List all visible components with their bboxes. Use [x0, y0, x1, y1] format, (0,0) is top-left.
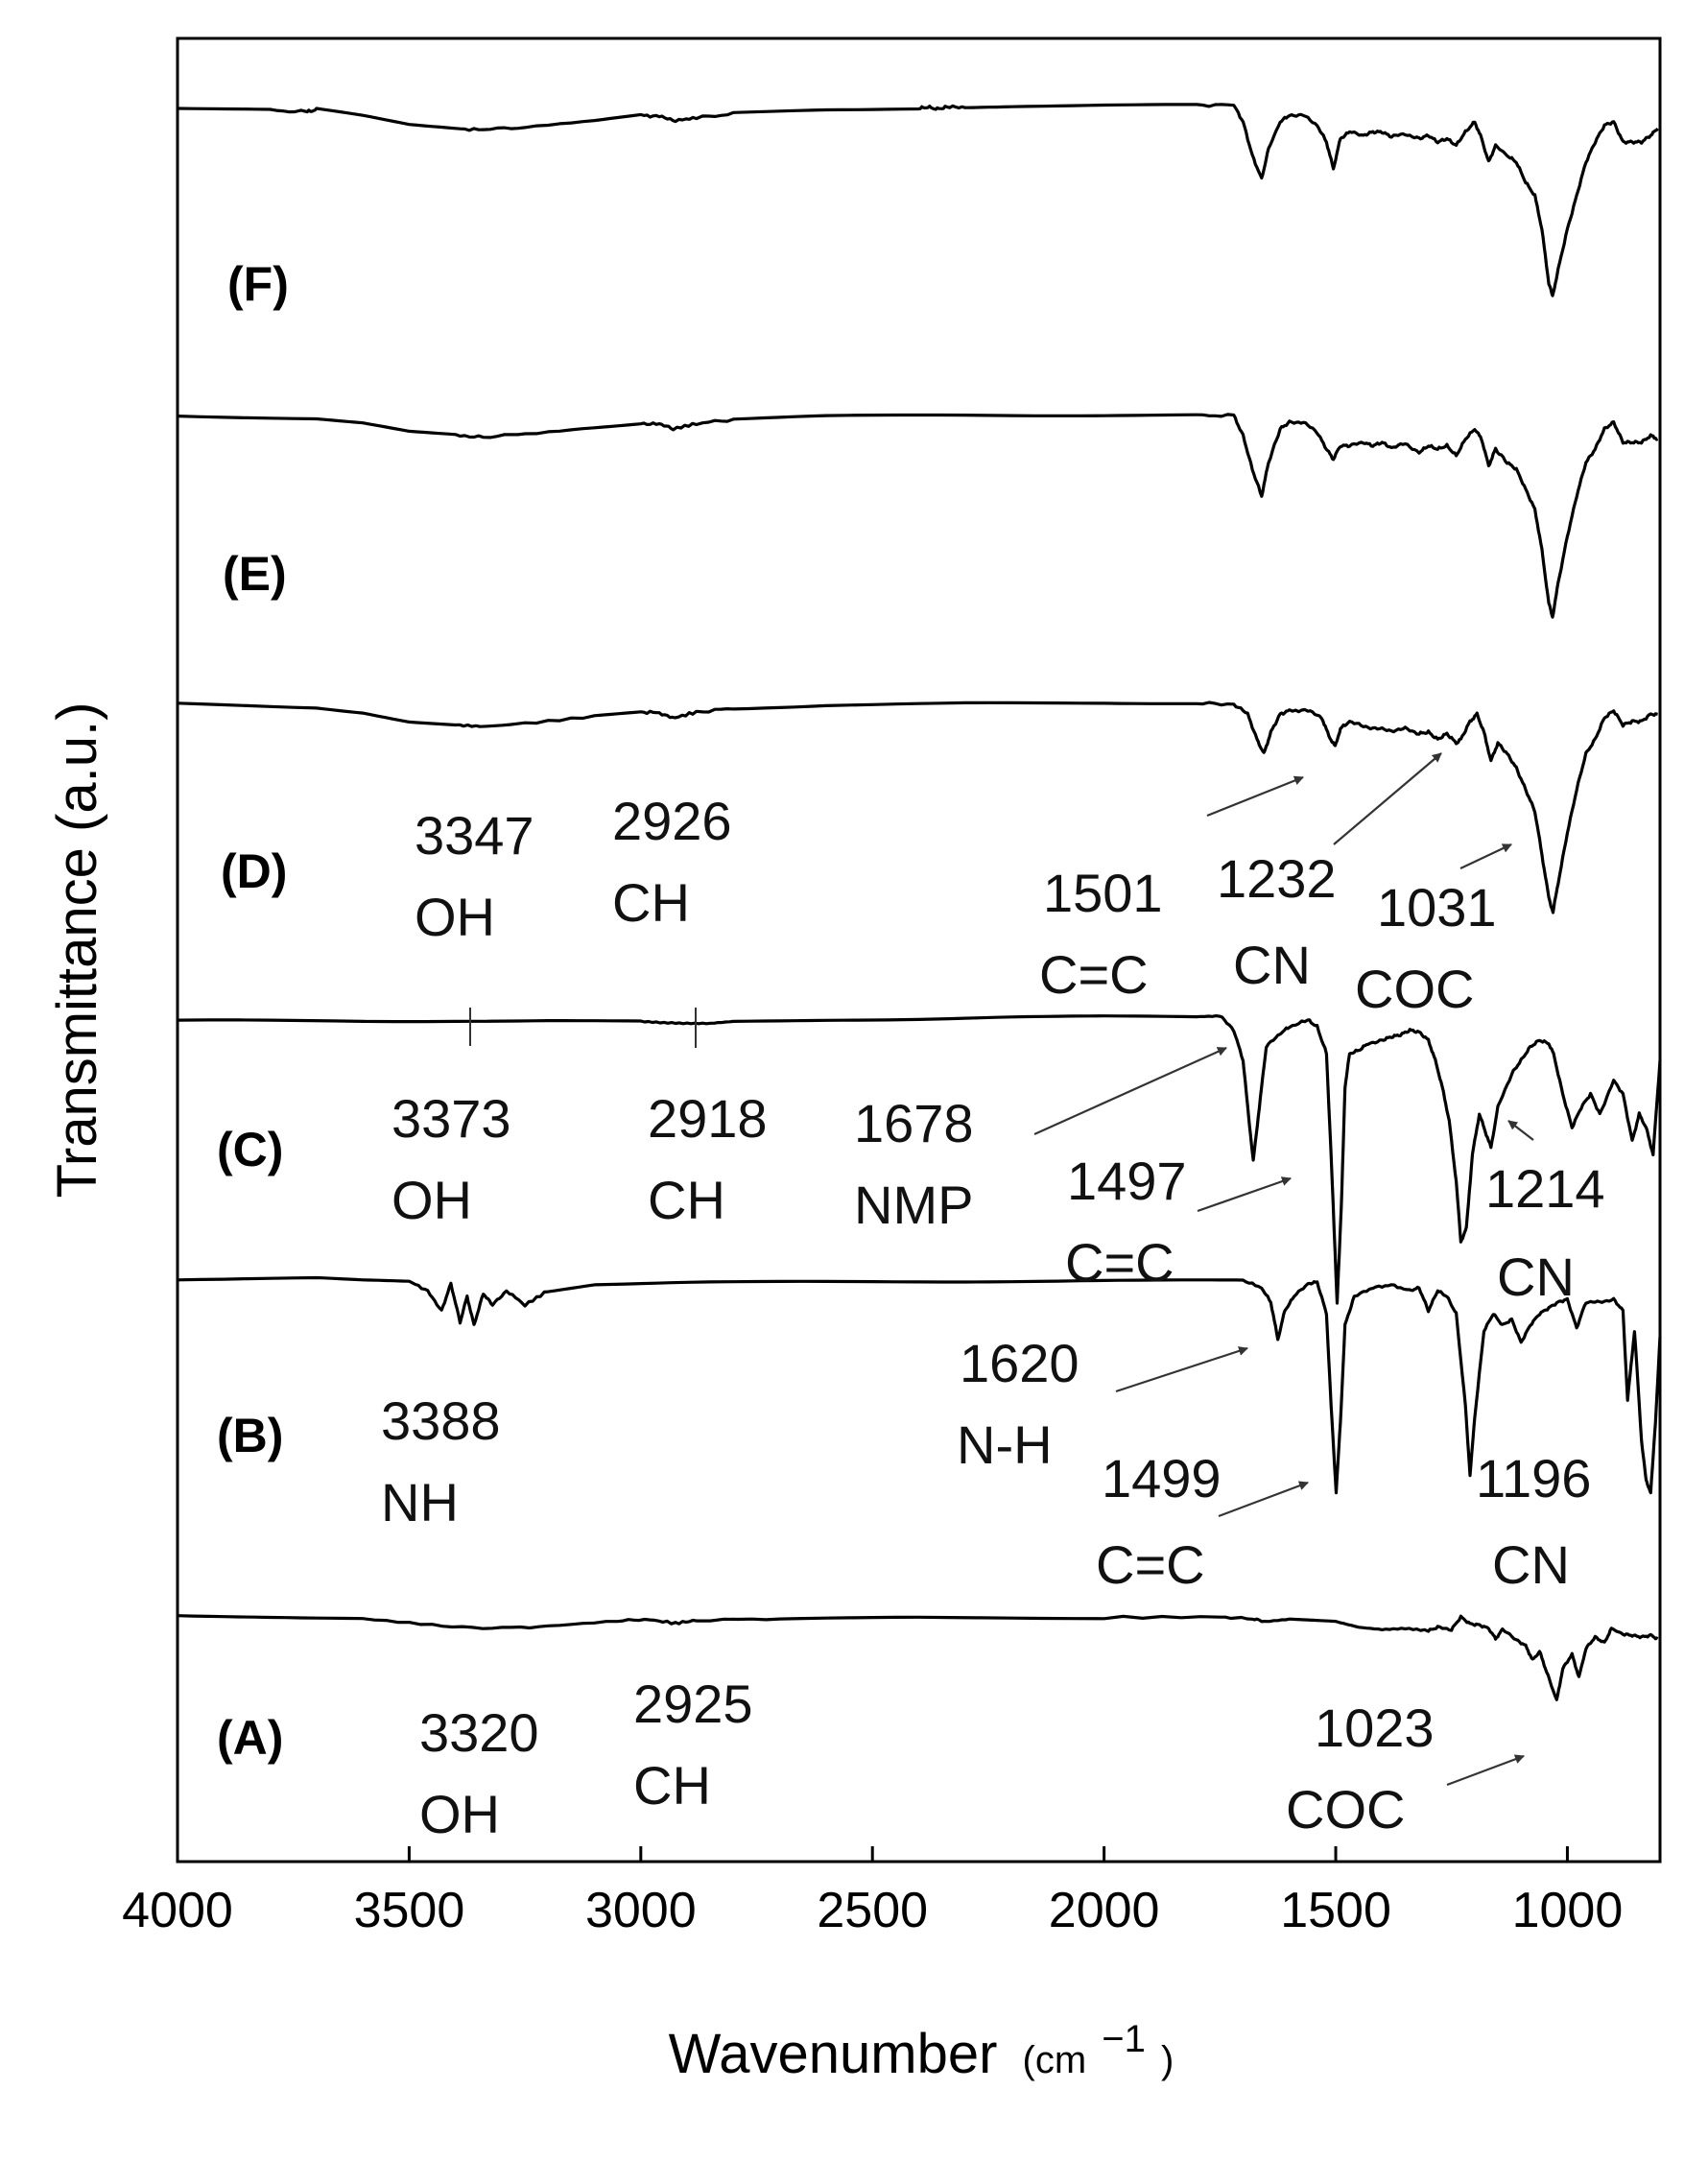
ann-b-1620-num: 1620 [960, 1333, 1079, 1393]
x-tick-label-3000: 3000 [585, 1883, 697, 1938]
plot-frame [176, 36, 1662, 1864]
ann-a-1023-grp: COC [1286, 1779, 1405, 1840]
x-axis-ticks: 4000 3500 3000 2500 2000 1500 1000 [122, 1846, 1623, 1938]
x-axis-title-unit-sup: −1 [1102, 2018, 1146, 2060]
ann-b-3388-grp: NH [381, 1472, 459, 1532]
arrow-a-1023 [1446, 1754, 1525, 1787]
ann-c-1497-num: 1497 [1067, 1151, 1187, 1211]
spectrum-b [177, 1275, 1662, 1495]
ann-c-2918-grp: CH [648, 1170, 725, 1230]
arrow-c-1497 [1197, 1176, 1292, 1213]
x-tick-label-2500: 2500 [817, 1883, 928, 1938]
ann-b-1620-grp: N-H [957, 1414, 1053, 1475]
ann-b-3388-num: 3388 [381, 1390, 501, 1451]
series-label-f: (F) [227, 257, 289, 311]
ann-d-3347-grp: OH [415, 887, 495, 947]
x-axis-title-unit: (cm [1023, 2039, 1087, 2081]
ann-d-1232-num: 1232 [1217, 848, 1337, 909]
x-axis-title-unit-close: ) [1161, 2039, 1174, 2081]
x-tick-label-1500: 1500 [1280, 1883, 1391, 1938]
ann-d-1031-num: 1031 [1377, 877, 1497, 938]
ann-c-1214-num: 1214 [1485, 1158, 1605, 1219]
ann-b-1196-num: 1196 [1476, 1448, 1591, 1508]
ann-c-1214-grp: CN [1497, 1247, 1575, 1307]
ann-d-3347-num: 3347 [415, 805, 534, 866]
spectra [177, 103, 1662, 1701]
x-tick-label-2000: 2000 [1049, 1883, 1160, 1938]
spectrum-c [177, 1014, 1662, 1305]
ann-a-2925-num: 2925 [633, 1674, 753, 1734]
annotation-arrows [1033, 752, 1534, 1787]
x-axis-title: Wavenumber (cm −1 ) [669, 2002, 1174, 2085]
ann-a-1023-num: 1023 [1315, 1698, 1435, 1758]
ann-a-3320-grp: OH [419, 1784, 500, 1844]
y-axis-title: Transmittance (a.u.) [46, 702, 108, 1199]
arrow-b-1499 [1218, 1481, 1309, 1518]
ann-c-1497-grp: C=C [1065, 1232, 1174, 1293]
arrow-d-1031 [1459, 843, 1512, 869]
arrow-c-1678 [1033, 1046, 1227, 1136]
series-label-b: (B) [217, 1409, 283, 1462]
x-tick-label-1000: 1000 [1512, 1883, 1624, 1938]
series-label-c: (C) [217, 1123, 283, 1176]
ann-c-3373-num: 3373 [391, 1088, 511, 1149]
spectrum-f [177, 103, 1659, 297]
spectrum-e [177, 413, 1659, 619]
x-tick-label-3500: 3500 [354, 1883, 465, 1938]
ann-d-2926-grp: CH [612, 872, 690, 933]
series-label-d: (D) [221, 844, 287, 898]
ann-a-3320-num: 3320 [419, 1702, 539, 1763]
series-label-a: (A) [217, 1711, 283, 1765]
ann-c-1678-grp: NMP [854, 1175, 973, 1235]
ann-c-3373-grp: OH [391, 1170, 472, 1230]
ann-b-1499-grp: C=C [1096, 1534, 1205, 1595]
ann-c-1678-num: 1678 [854, 1093, 974, 1153]
spectrum-a [177, 1614, 1659, 1701]
ann-d-1031-grp: COC [1355, 959, 1474, 1019]
ann-b-1196-grp: CN [1492, 1534, 1570, 1595]
x-tick-label-4000: 4000 [122, 1883, 233, 1938]
ann-d-1501-grp: C=C [1039, 944, 1149, 1005]
x-axis-title-main: Wavenumber [669, 2023, 998, 2085]
ann-d-1232-grp: CN [1233, 935, 1311, 995]
arrow-c-1214 [1507, 1120, 1534, 1141]
ann-c-2918-num: 2918 [648, 1088, 768, 1149]
ann-d-2926-num: 2926 [612, 791, 732, 851]
series-label-e: (E) [223, 547, 287, 601]
ann-a-2925-grp: CH [633, 1755, 711, 1816]
arrow-d-1501 [1206, 775, 1304, 818]
spectrum-d [177, 701, 1658, 914]
ann-d-1501-num: 1501 [1043, 863, 1163, 923]
arrow-b-1620 [1115, 1346, 1248, 1393]
ann-b-1499-num: 1499 [1102, 1448, 1222, 1508]
arrow-d-1232 [1333, 752, 1442, 845]
